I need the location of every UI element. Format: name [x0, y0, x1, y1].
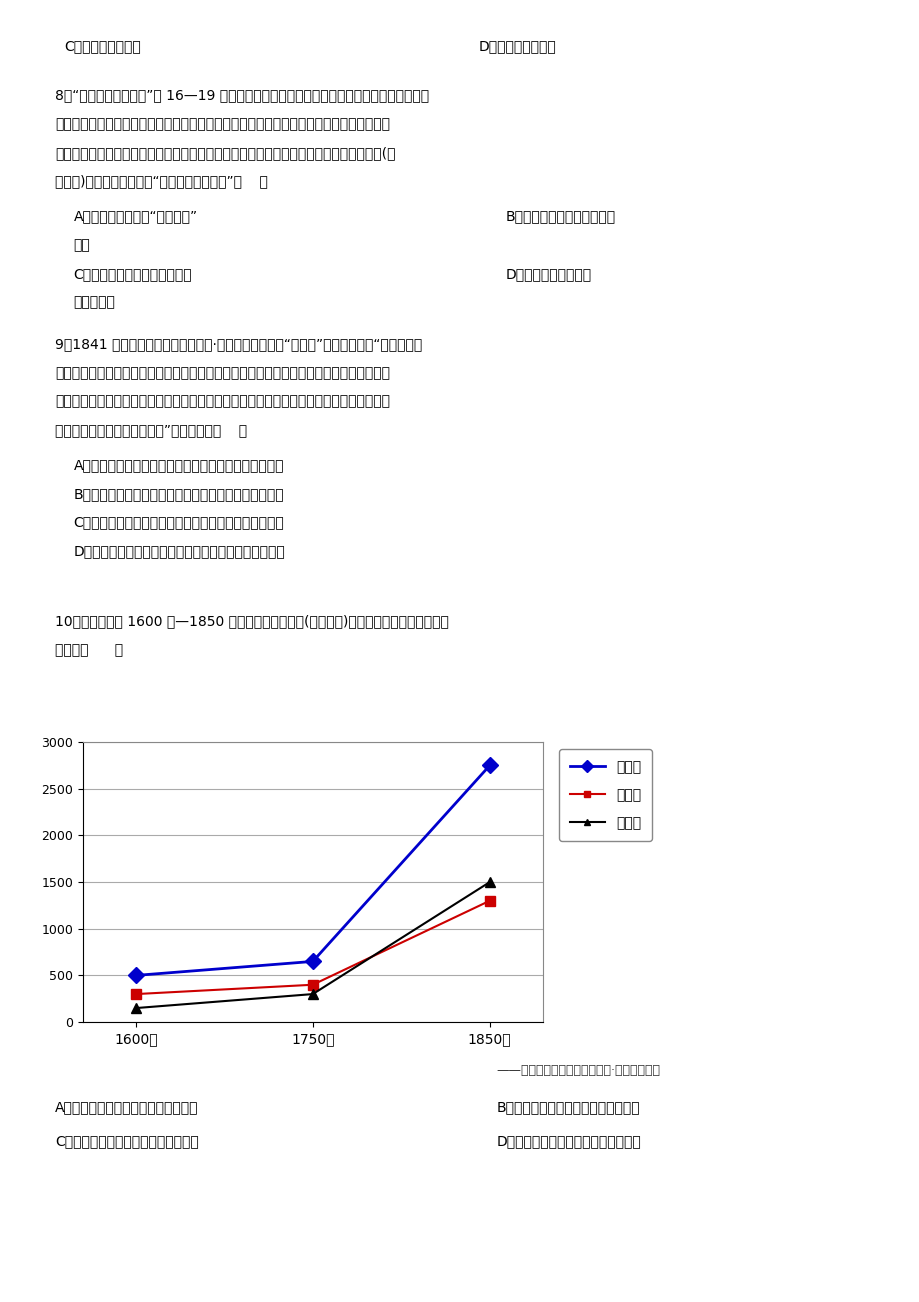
Text: C．加速了美洲生产方式的改变: C．加速了美洲生产方式的改变 — [74, 267, 192, 281]
Text: D．海军实力的高低: D．海军实力的高低 — [478, 39, 556, 53]
Text: 10．下图是英国 1600 年—1850 年间人口的变化情况(单位：万)以下关于图中信息分析最正: 10．下图是英国 1600 年—1850 年间人口的变化情况(单位：万)以下关于… — [55, 615, 448, 629]
Text: 确的是（      ）: 确的是（ ） — [55, 643, 123, 658]
Text: D．工厂制度兴起壮大了工人阶级队伍: D．工厂制度兴起壮大了工人阶级队伍 — [496, 1134, 641, 1148]
Text: B．呼吁德国要尽快实现统一，发展本国工业和海运事业: B．呼吁德国要尽快实现统一，发展本国工业和海运事业 — [74, 487, 284, 501]
东南部 — [483, 893, 494, 909]
西北部 — [130, 1000, 142, 1016]
Text: ——据齐涛主编《世界通史教程·近代卷》制图: ——据齐涛主编《世界通史教程·近代卷》制图 — [496, 1064, 660, 1077]
Text: 如果依靠保护关税与海运限制政策，在工业与海运事业上达到了这样的高度发展，因此在自: 如果依靠保护关税与海运限制政策，在工业与海运事业上达到了这样的高度发展，因此在自 — [55, 366, 390, 380]
Text: B．促进了中国工商业市镇的: B．促进了中国工商业市镇的 — [505, 210, 616, 224]
Text: 爬上高枝时所用的梯子扔掉。”李斯特旨在（    ）: 爬上高枝时所用的梯子扔掉。”李斯特旨在（ ） — [55, 423, 247, 437]
总人口 — [307, 953, 318, 969]
Text: A．工业革命推动了英国城市化的兴起: A．工业革命推动了英国城市化的兴起 — [55, 1100, 199, 1115]
Text: 9．1841 年，德国思想家弗里德里希·李斯特提出了一个“抽梯子”的观点。他说“任何国家，: 9．1841 年，德国思想家弗里德里希·李斯特提出了一个“抽梯子”的观点。他说“… — [55, 337, 422, 352]
Text: 发展: 发展 — [74, 238, 90, 253]
Line: 东南部: 东南部 — [130, 896, 494, 999]
Legend: 总人口, 东南部, 西北部: 总人口, 东南部, 西北部 — [559, 749, 652, 841]
Text: 动中的一环，在整个贸易过程中，西班牙人先用从美洲殖民地掠夺的白銀从菲律宾收购中国: 动中的一环，在整个贸易过程中，西班牙人先用从美洲殖民地掠夺的白銀从菲律宾收购中国 — [55, 117, 390, 132]
Text: D．将中国卷入资本主: D．将中国卷入资本主 — [505, 267, 592, 281]
Text: 8．“马尼拉大帆船贸易”是 16—19 世纪初西班牙殖民者在其殖民地与本土之间进行的商贸活: 8．“马尼拉大帆船贸易”是 16—19 世纪初西班牙殖民者在其殖民地与本土之间进… — [55, 89, 429, 103]
Text: 墨西哥)的阿卡普尔科港。“马尼拉大帆船贸易”（    ）: 墨西哥)的阿卡普尔科港。“马尼拉大帆船贸易”（ ） — [55, 174, 267, 189]
Text: B．技术进步引起英国经济地理的变化: B．技术进步引起英国经济地理的变化 — [496, 1100, 640, 1115]
东南部 — [307, 976, 318, 992]
总人口 — [483, 758, 494, 773]
Text: 由竞争下已经再没有别的国家同它相抗，当这个时候，代它设想，最聰明的办法莫过于把它: 由竞争下已经再没有别的国家同它相抗，当这个时候，代它设想，最聰明的办法莫过于把它 — [55, 395, 390, 409]
总人口 — [130, 967, 142, 983]
Text: C．英国人口优势促进其完成产业革命: C．英国人口优势促进其完成产业革命 — [55, 1134, 199, 1148]
Text: 商船运来的丝绸、瓷器等产品，再用大帆船横渡太平洋，将这些商品运抗新西班牙殖民地(今: 商船运来的丝绸、瓷器等产品，再用大帆船横渡太平洋，将这些商品运抗新西班牙殖民地(… — [55, 146, 395, 160]
西北部 — [483, 875, 494, 891]
Text: 义世界市场: 义世界市场 — [74, 296, 116, 310]
Text: D．讥刺德国不择手段的方式，和英国争夺殖民霸主地位: D．讥刺德国不择手段的方式，和英国争夺殖民霸主地位 — [74, 544, 285, 559]
Text: A．引起了菲律宾的“价格革命”: A．引起了菲律宾的“价格革命” — [74, 210, 198, 224]
东南部 — [130, 987, 142, 1003]
Text: C．思想解放的程度: C．思想解放的程度 — [64, 39, 141, 53]
Text: C．揭露英国的贸易自由政策，侵犊后发工业国家的利益: C．揭露英国的贸易自由政策，侵犊后发工业国家的利益 — [74, 516, 284, 530]
Line: 总人口: 总人口 — [130, 760, 494, 980]
Line: 西北部: 西北部 — [130, 878, 494, 1013]
Text: A．批评英国的《航海条例》，实行关税保护和海运限制: A．批评英国的《航海条例》，实行关税保护和海运限制 — [74, 458, 284, 473]
西北部 — [307, 987, 318, 1003]
